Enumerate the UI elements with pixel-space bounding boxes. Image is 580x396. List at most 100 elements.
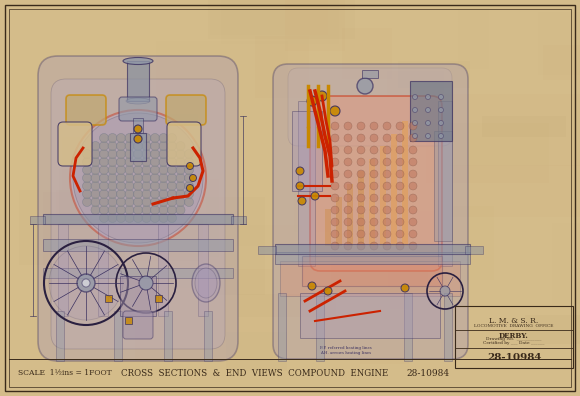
Bar [388,260,447,293]
Text: F.P. referred heating lines: F.P. referred heating lines [320,346,372,350]
Bar [325,209,331,246]
Bar [157,106,204,190]
Circle shape [82,181,92,190]
Circle shape [438,120,444,126]
Bar [58,224,68,316]
Circle shape [142,213,151,223]
Circle shape [426,120,430,126]
Circle shape [108,173,117,183]
Circle shape [357,230,365,238]
Circle shape [133,206,143,215]
Circle shape [383,146,391,154]
Circle shape [117,198,125,206]
Circle shape [100,173,108,183]
Circle shape [125,150,134,158]
Circle shape [142,190,151,198]
Circle shape [133,141,143,150]
Bar [258,246,276,254]
Circle shape [357,182,365,190]
Circle shape [331,146,339,154]
Circle shape [150,198,160,206]
Bar [136,268,273,361]
FancyBboxPatch shape [167,122,201,166]
Circle shape [383,194,391,202]
Bar [369,159,375,246]
Circle shape [117,173,125,183]
Bar [362,70,378,78]
Circle shape [159,158,168,166]
Circle shape [357,158,365,166]
Circle shape [412,120,418,126]
Circle shape [82,198,92,206]
Circle shape [70,110,206,246]
Bar [155,295,162,302]
Circle shape [100,181,108,190]
Circle shape [133,150,143,158]
Bar [231,216,246,224]
Bar [410,81,452,141]
Circle shape [383,182,391,190]
Circle shape [117,166,125,175]
Circle shape [331,242,339,250]
Circle shape [91,150,100,158]
Bar [275,244,470,254]
Circle shape [409,242,417,250]
Circle shape [133,213,143,223]
Bar [100,179,219,257]
Circle shape [82,150,92,158]
Circle shape [150,141,160,150]
Bar [443,93,580,166]
Circle shape [133,133,143,143]
Circle shape [383,122,391,130]
Circle shape [91,206,100,215]
Circle shape [142,181,151,190]
Circle shape [409,182,417,190]
Circle shape [77,274,95,292]
Circle shape [401,284,409,292]
Bar [300,293,440,338]
Circle shape [190,175,197,181]
Bar [255,36,309,98]
Bar [450,166,580,217]
Circle shape [125,206,134,215]
Circle shape [125,181,134,190]
Circle shape [159,150,168,158]
Circle shape [133,181,143,190]
Circle shape [125,158,134,166]
Circle shape [383,242,391,250]
Circle shape [331,122,339,130]
Circle shape [150,158,160,166]
Circle shape [168,133,176,143]
Circle shape [82,190,92,198]
Circle shape [100,206,108,215]
Circle shape [168,141,176,150]
Bar [204,311,212,361]
Circle shape [100,133,108,143]
Circle shape [168,206,176,215]
Circle shape [159,133,168,143]
Bar [43,214,233,224]
Bar [398,61,470,88]
Text: DERBY.: DERBY. [499,332,529,340]
Circle shape [117,133,125,143]
Circle shape [440,286,450,296]
Circle shape [396,158,404,166]
Circle shape [396,230,404,238]
Circle shape [150,213,160,223]
Circle shape [184,166,194,175]
Bar [198,224,208,316]
Bar [391,134,397,246]
Circle shape [344,122,352,130]
Circle shape [396,146,404,154]
Bar [347,184,353,246]
Circle shape [108,133,117,143]
Circle shape [412,107,418,112]
Circle shape [168,213,176,223]
Bar [105,295,112,302]
Circle shape [331,206,339,214]
Circle shape [117,158,125,166]
Circle shape [100,150,108,158]
Bar [237,225,302,246]
Bar [98,224,108,316]
Circle shape [396,182,404,190]
